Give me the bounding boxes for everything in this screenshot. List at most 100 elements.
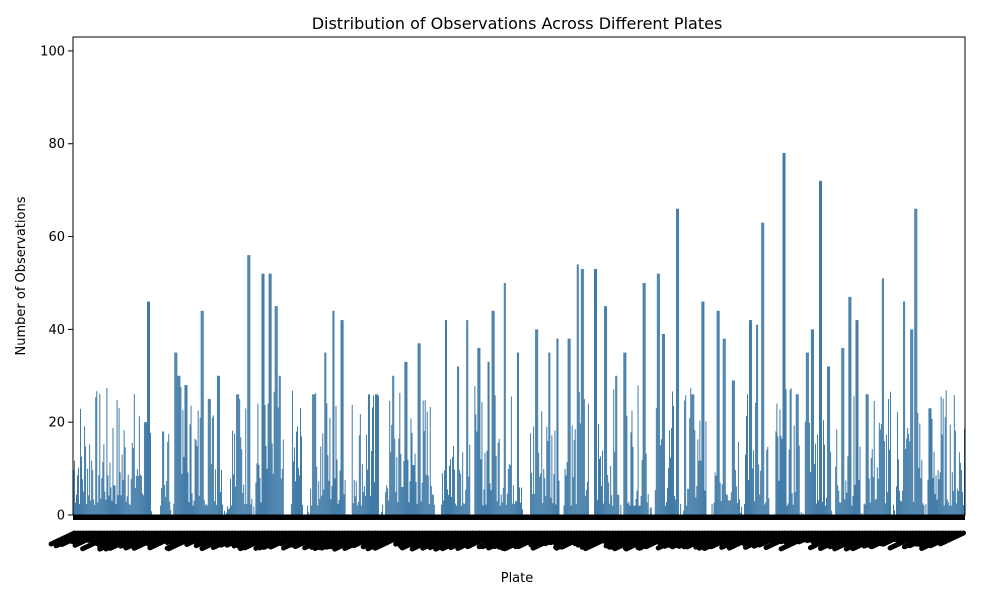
bar bbox=[916, 208, 918, 515]
bar bbox=[88, 495, 90, 515]
bar bbox=[641, 459, 643, 515]
bar bbox=[502, 487, 504, 515]
bar bbox=[513, 504, 515, 515]
bar bbox=[913, 501, 915, 515]
bar bbox=[904, 301, 906, 515]
bar bbox=[609, 503, 611, 515]
bar bbox=[97, 502, 99, 515]
bar bbox=[852, 495, 854, 515]
bar bbox=[485, 504, 487, 515]
bar bbox=[251, 498, 253, 515]
bar bbox=[248, 255, 250, 515]
bar bbox=[114, 485, 116, 515]
bar bbox=[586, 481, 588, 515]
bar bbox=[123, 430, 125, 515]
bar bbox=[234, 433, 236, 515]
bar bbox=[353, 479, 355, 515]
bar bbox=[91, 460, 93, 515]
bar bbox=[611, 495, 613, 515]
bar bbox=[104, 491, 106, 515]
bar bbox=[613, 389, 615, 515]
bar bbox=[938, 479, 940, 515]
bar bbox=[912, 329, 914, 515]
bar bbox=[183, 456, 185, 515]
bar bbox=[637, 385, 639, 515]
bar bbox=[758, 464, 760, 515]
bar bbox=[703, 301, 705, 515]
bar bbox=[868, 478, 870, 515]
bar bbox=[945, 390, 947, 515]
bar bbox=[751, 320, 753, 515]
bar bbox=[554, 430, 556, 515]
bar bbox=[141, 493, 143, 515]
bar bbox=[841, 347, 843, 515]
bar-series bbox=[73, 153, 965, 516]
bar bbox=[80, 408, 82, 515]
bar bbox=[367, 394, 369, 515]
bar bbox=[361, 463, 363, 515]
bar bbox=[130, 478, 132, 515]
bar bbox=[535, 329, 537, 515]
bar bbox=[461, 505, 463, 515]
bar bbox=[851, 505, 853, 515]
bar bbox=[488, 361, 490, 515]
bar bbox=[872, 477, 874, 515]
bar bbox=[602, 450, 604, 515]
bar bbox=[680, 503, 682, 515]
bar bbox=[490, 490, 492, 515]
bar bbox=[334, 478, 336, 515]
bar bbox=[794, 491, 796, 515]
bar bbox=[877, 478, 879, 515]
bar bbox=[847, 456, 849, 515]
bar bbox=[460, 473, 462, 515]
bar bbox=[290, 504, 292, 515]
bar bbox=[260, 502, 262, 515]
bar bbox=[519, 487, 520, 515]
bar bbox=[582, 269, 584, 515]
bar bbox=[782, 153, 784, 515]
bar bbox=[352, 503, 354, 515]
bar bbox=[754, 501, 756, 515]
bar bbox=[689, 418, 691, 515]
bar bbox=[716, 310, 718, 515]
bar bbox=[921, 459, 923, 515]
bar bbox=[575, 503, 577, 515]
bar bbox=[536, 329, 538, 515]
bar bbox=[632, 447, 634, 515]
bar bbox=[492, 310, 494, 515]
bar bbox=[117, 495, 119, 515]
bar bbox=[599, 458, 600, 515]
bar bbox=[332, 310, 334, 515]
bar bbox=[659, 445, 661, 515]
bar bbox=[545, 496, 547, 515]
bar bbox=[905, 448, 907, 515]
bar bbox=[717, 310, 719, 515]
bar bbox=[496, 501, 498, 515]
bar bbox=[151, 511, 152, 515]
bar bbox=[664, 505, 666, 515]
bar bbox=[789, 389, 791, 515]
bar bbox=[931, 418, 933, 515]
bar bbox=[884, 503, 886, 515]
bar bbox=[480, 459, 482, 515]
x-axis-label: Plate bbox=[501, 571, 534, 586]
bar bbox=[734, 470, 736, 515]
bar bbox=[301, 436, 302, 515]
bar bbox=[807, 352, 809, 515]
bar bbox=[858, 479, 860, 515]
bar bbox=[412, 465, 414, 515]
bar bbox=[405, 361, 407, 515]
bar bbox=[417, 343, 419, 515]
bar bbox=[324, 352, 326, 515]
bar bbox=[162, 431, 164, 515]
bar bbox=[397, 501, 399, 515]
bar bbox=[331, 486, 333, 515]
bar bbox=[649, 508, 651, 515]
bar bbox=[867, 394, 869, 515]
bar bbox=[227, 506, 228, 515]
bar bbox=[727, 500, 729, 515]
bar bbox=[469, 444, 471, 515]
bar bbox=[415, 481, 417, 515]
bar bbox=[747, 394, 748, 515]
bar bbox=[812, 329, 814, 515]
